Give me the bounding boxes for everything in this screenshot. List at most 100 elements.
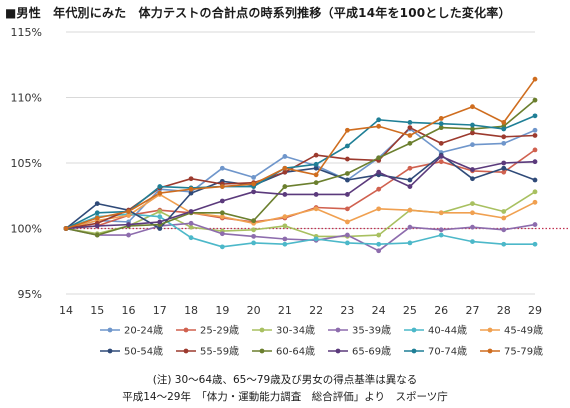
- data-point: [188, 176, 194, 182]
- data-point: [345, 156, 350, 162]
- data-point: [282, 154, 288, 159]
- series-line: [65, 99, 536, 236]
- data-point: [501, 160, 507, 166]
- data-point: [438, 121, 444, 127]
- data-point: [438, 125, 444, 131]
- data-point: [407, 133, 413, 138]
- data-point: [470, 210, 475, 216]
- x-tick-label: 27: [465, 304, 479, 317]
- data-point: [501, 227, 507, 233]
- x-tick-label: 23: [340, 304, 354, 317]
- chart-note-1: (注) 30～64歳、65～79歳及び男女の得点基準は異なる: [152, 374, 418, 386]
- data-point: [501, 134, 507, 140]
- legend-label: 55-59歳: [200, 346, 239, 358]
- data-point: [438, 116, 444, 121]
- data-point: [313, 165, 319, 171]
- data-point: [188, 190, 194, 196]
- series-line: [65, 155, 536, 230]
- x-tick-label: 25: [403, 304, 417, 317]
- data-point: [157, 226, 163, 231]
- data-point: [126, 209, 131, 214]
- data-point: [376, 169, 382, 175]
- series-line: [65, 213, 535, 248]
- data-point: [501, 209, 507, 214]
- legend-label: 35-39歳: [352, 325, 391, 337]
- data-point: [157, 190, 163, 196]
- data-point: [251, 175, 256, 180]
- x-tick-label: 15: [90, 304, 104, 317]
- data-point: [345, 177, 350, 183]
- data-point: [532, 159, 538, 165]
- legend-marker: [487, 327, 493, 333]
- legend-label: 20-24歳: [124, 325, 163, 337]
- data-point: [438, 232, 444, 238]
- data-point: [345, 240, 350, 246]
- legend-marker: [259, 348, 265, 354]
- data-point: [94, 223, 100, 229]
- data-point: [407, 240, 413, 246]
- data-point: [345, 143, 350, 149]
- data-point: [438, 227, 444, 233]
- data-point: [501, 165, 507, 171]
- legend-label: 30-34歳: [276, 325, 315, 337]
- data-point: [532, 97, 538, 103]
- data-point: [282, 236, 288, 242]
- x-tick-label: 22: [309, 304, 323, 317]
- data-point: [501, 119, 507, 125]
- data-point: [345, 171, 350, 176]
- legend-marker: [335, 348, 341, 354]
- data-point: [251, 227, 256, 233]
- data-point: [188, 209, 194, 214]
- y-tick-label: 110%: [11, 92, 42, 105]
- y-tick-label: 95%: [18, 288, 42, 301]
- data-point: [470, 201, 475, 207]
- data-point: [470, 167, 475, 172]
- legend-marker: [107, 327, 113, 333]
- data-point: [126, 213, 131, 218]
- series-line: [65, 115, 536, 230]
- data-point: [157, 214, 163, 220]
- data-point: [532, 222, 538, 227]
- data-point: [470, 224, 475, 230]
- data-point: [345, 232, 350, 238]
- x-tick-label: 16: [122, 304, 136, 317]
- data-point: [282, 184, 288, 189]
- data-point: [345, 192, 350, 197]
- data-point: [532, 113, 538, 119]
- data-point: [282, 214, 288, 220]
- series-line: [65, 222, 536, 252]
- data-point: [501, 126, 507, 132]
- data-point: [188, 186, 194, 192]
- data-point: [532, 199, 538, 205]
- data-point: [407, 177, 413, 183]
- legend-label: 70-74歳: [428, 346, 467, 358]
- legend-marker: [487, 348, 493, 354]
- y-tick-labels: 95% 100% 105% 110% 115%: [11, 26, 42, 301]
- data-point: [313, 172, 319, 178]
- data-point: [345, 127, 350, 133]
- data-point: [282, 241, 288, 247]
- chart-note-2: 平成14～29年 「体力・運動能力調査 総合評価」より スポーツ庁: [122, 391, 448, 403]
- legend-label: 25-29歳: [200, 325, 239, 337]
- data-point: [94, 215, 100, 221]
- data-point: [188, 220, 194, 226]
- data-point: [126, 232, 131, 238]
- data-point: [407, 125, 413, 131]
- data-point: [345, 206, 350, 212]
- x-tick-label: 14: [59, 304, 73, 317]
- legend-label: 65-69歳: [352, 346, 391, 358]
- y-tick-label: 100%: [11, 223, 42, 236]
- data-point: [532, 177, 538, 183]
- data-point: [94, 210, 100, 216]
- data-point: [501, 169, 507, 175]
- data-point: [94, 201, 100, 207]
- x-tick-label: 18: [184, 304, 198, 317]
- data-point: [282, 165, 288, 171]
- data-point: [157, 219, 163, 225]
- data-point: [313, 236, 319, 242]
- data-point: [157, 184, 163, 189]
- data-point: [376, 155, 382, 161]
- data-point: [376, 206, 382, 212]
- data-point: [157, 209, 163, 214]
